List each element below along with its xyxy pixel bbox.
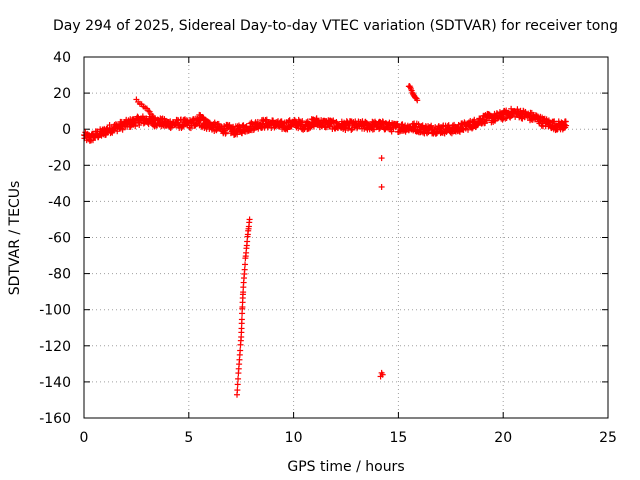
y-tick-label: -40: [48, 194, 71, 210]
data-point: [491, 116, 498, 123]
y-tick-label: -140: [39, 375, 71, 391]
x-tick-label: 25: [599, 430, 617, 446]
data-point: [241, 266, 248, 273]
y-tick-label: -120: [39, 339, 71, 355]
data-point: [469, 125, 476, 132]
y-tick-label: 40: [53, 50, 71, 66]
data-series: [81, 83, 570, 398]
data-point: [152, 115, 159, 122]
axis-ticks: [83, 56, 609, 419]
data-point: [299, 118, 306, 125]
y-tick-label: 20: [53, 86, 71, 102]
data-point: [234, 381, 241, 388]
x-tick-label: 0: [80, 430, 89, 446]
data-point: [399, 121, 406, 128]
data-point: [388, 128, 395, 135]
data-point: [237, 347, 244, 354]
data-point: [483, 117, 490, 124]
x-tick-label: 10: [285, 430, 303, 446]
data-point: [502, 115, 509, 122]
x-axis-label: GPS time / hours: [287, 459, 404, 475]
data-point: [242, 261, 249, 268]
data-point: [348, 126, 355, 133]
data-point: [119, 126, 126, 133]
x-tick-label: 20: [494, 430, 512, 446]
data-point: [285, 117, 292, 124]
y-tick-label: -20: [48, 158, 71, 174]
data-point: [111, 127, 118, 134]
x-tick-label: 5: [184, 430, 193, 446]
data-point: [449, 122, 456, 129]
data-point: [313, 115, 320, 122]
y-tick-label: 0: [62, 122, 71, 138]
data-point: [150, 114, 157, 121]
data-point: [406, 83, 413, 90]
data-point: [414, 97, 421, 104]
y-tick-label: -80: [48, 267, 71, 283]
y-tick-label: -100: [39, 303, 71, 319]
data-point: [563, 122, 570, 129]
data-point: [238, 325, 245, 332]
y-axis-label: SDTVAR / TECUs: [7, 181, 23, 296]
data-point: [234, 387, 241, 394]
data-point: [419, 122, 426, 129]
data-point: [208, 122, 215, 129]
data-point: [327, 122, 334, 129]
data-point: [377, 373, 384, 380]
y-tick-label: -60: [48, 231, 71, 247]
data-point: [376, 126, 383, 133]
data-point: [465, 126, 472, 133]
data-point: [246, 216, 253, 223]
y-tick-label: -160: [39, 411, 71, 427]
data-point: [179, 123, 186, 130]
data-point: [235, 375, 242, 382]
data-point: [238, 316, 245, 323]
chart-title: Day 294 of 2025, Sidereal Day-to-day VTE…: [53, 18, 619, 34]
grid: [84, 57, 608, 418]
data-point: [234, 131, 241, 138]
data-point: [145, 107, 152, 114]
data-point: [187, 125, 194, 132]
plot-frame: [83, 56, 609, 419]
data-point: [378, 183, 385, 190]
data-point: [378, 155, 385, 162]
tick-labels: 0 5 10 15 20 25 -160 -140 -120 -100 -80 -60 -40 -20 0 2…: [39, 50, 617, 446]
x-tick-label: 15: [389, 430, 407, 446]
